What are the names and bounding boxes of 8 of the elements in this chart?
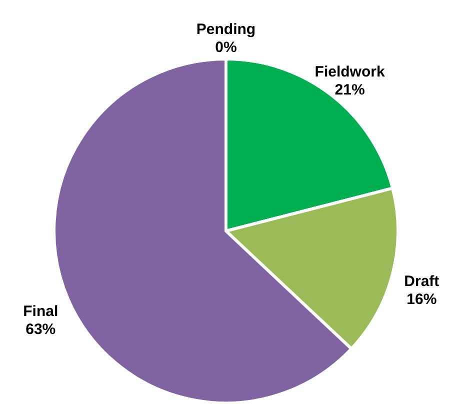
text: 0%: [215, 39, 237, 56]
slice-label: Final: [23, 303, 58, 320]
category-label: Pending: [196, 21, 256, 38]
data-label: 63%: [26, 321, 56, 338]
data-label: 16%: [406, 291, 437, 308]
slice-label: Fieldwork: [314, 63, 386, 80]
slice-label: Draft: [404, 273, 440, 290]
data-label: 21%: [334, 81, 365, 98]
